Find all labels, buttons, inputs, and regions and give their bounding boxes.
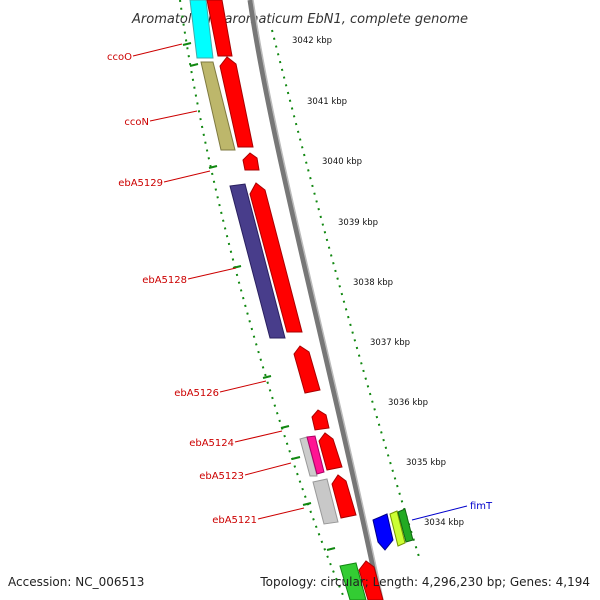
gene-label-fimT: fimT [470, 501, 493, 512]
gene-fimT-lime [389, 510, 406, 547]
kbp-label: 3035 kbp [406, 458, 446, 468]
accession-text: Accession: NC_006513 [8, 575, 144, 589]
kbp-ruler: 3042 kbp 3041 kbp 3040 kbp 3039 kbp 3038… [292, 36, 464, 528]
leader-ebA5124 [234, 430, 283, 443]
kbp-label: 3034 kbp [424, 518, 464, 528]
gene-ebA5123-grey [299, 436, 318, 477]
gene-labels: ccoO ccoN ebA5129 ebA5128 ebA5126 ebA512… [107, 43, 493, 526]
kbp-label: 3038 kbp [353, 278, 393, 288]
leader-ebA5121 [257, 507, 305, 520]
gene-bottom-green [339, 562, 367, 600]
gene-ebA5121-grey [312, 478, 339, 525]
gene-features [189, 0, 414, 600]
gene-ebA5126-fwd [293, 345, 321, 394]
gene-ccoN-olive [200, 61, 236, 151]
leader-ebA5129 [163, 170, 211, 183]
gene-label-ebA5121: ebA5121 [212, 515, 257, 526]
genome-backbone-highlight [252, 0, 384, 600]
gene-ccoO-cyan [189, 0, 214, 59]
leader-ebA5126 [219, 380, 267, 393]
gene-fimT-green [397, 508, 414, 543]
gene-label-ebA5124: ebA5124 [189, 438, 234, 449]
gene-label-ebA5129: ebA5129 [118, 178, 163, 189]
kbp-label: 3039 kbp [338, 218, 378, 228]
inner-major-ticks [182, 42, 336, 551]
leader-ccoN [149, 110, 198, 122]
gene-ebA5123-fwd [318, 432, 343, 471]
genome-summary-text: Topology: circular; Length: 4,296,230 bp… [259, 575, 590, 589]
genome-backbone [247, 0, 383, 600]
leader-ebA5123 [244, 462, 292, 476]
gene-ccoO-fwd [206, 0, 233, 57]
gene-ebA5121-fwd [331, 474, 357, 519]
kbp-label: 3037 kbp [370, 338, 410, 348]
kbp-label: 3041 kbp [307, 97, 347, 107]
gene-ebA5124-fwd [311, 409, 330, 431]
gene-label-ccoO: ccoO [107, 52, 132, 63]
gene-label-ebA5128: ebA5128 [142, 275, 187, 286]
gene-ebA5129-fwd [242, 152, 260, 171]
kbp-label: 3040 kbp [322, 157, 362, 167]
gene-fimT-blue [372, 513, 394, 551]
leader-ccoO [132, 43, 183, 57]
gene-label-ccoN: ccoN [124, 117, 149, 128]
gene-bottom-fwd [358, 560, 384, 600]
leader-ebA5128 [187, 267, 237, 280]
map-title: Aromatoleum aromaticum EbN1, complete ge… [131, 12, 468, 27]
inner-tick-track [179, 0, 346, 600]
gene-ccoN-fwd [219, 56, 254, 148]
gene-ebA5128-fwd [249, 182, 303, 333]
gene-label-ebA5123: ebA5123 [199, 471, 244, 482]
outer-tick-track [271, 29, 421, 561]
kbp-label: 3036 kbp [388, 398, 428, 408]
kbp-label: 3042 kbp [292, 36, 332, 46]
gene-ebA5123-pink [306, 435, 325, 475]
leader-fimT [411, 505, 468, 521]
gene-ebA5128-purple [229, 183, 286, 339]
gene-label-ebA5126: ebA5126 [174, 388, 219, 399]
